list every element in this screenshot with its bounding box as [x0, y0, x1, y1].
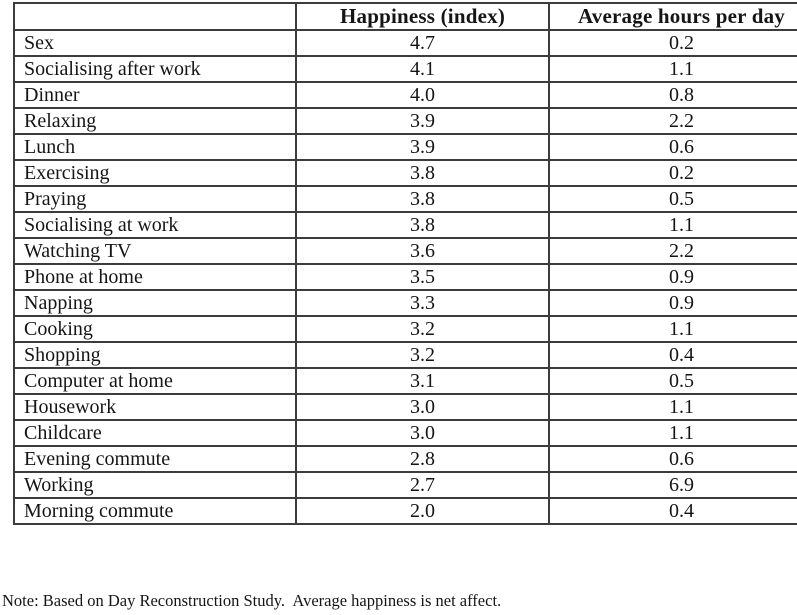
happiness-cell: 3.5	[295, 263, 550, 291]
hours-cell: 0.2	[548, 29, 797, 57]
activity-cell: Evening commute	[13, 445, 297, 473]
happiness-cell: 3.0	[295, 393, 550, 421]
hours-cell: 6.9	[548, 471, 797, 499]
table-row: Sex 4.7 0.2	[13, 29, 797, 57]
hours-cell: 0.5	[548, 367, 797, 395]
happiness-cell: 4.0	[295, 81, 550, 109]
table-row: Morning commute 2.0 0.4	[13, 497, 797, 525]
activity-cell: Socialising after work	[13, 55, 297, 83]
activities-table-container: Happiness (index) Average hours per day …	[13, 2, 797, 525]
activity-cell: Morning commute	[13, 497, 297, 525]
table-row: Dinner 4.0 0.8	[13, 81, 797, 109]
activities-happiness-table: Happiness (index) Average hours per day …	[13, 2, 797, 525]
hours-cell: 0.4	[548, 341, 797, 369]
table-row: Working 2.7 6.9	[13, 471, 797, 499]
table-row: Relaxing 3.9 2.2	[13, 107, 797, 135]
activity-cell: Sex	[13, 29, 297, 57]
happiness-cell: 4.1	[295, 55, 550, 83]
table-body: Sex 4.7 0.2 Socialising after work 4.1 1.1 Din…	[13, 29, 797, 525]
happiness-cell: 3.2	[295, 341, 550, 369]
header-row: Happiness (index) Average hours per day	[13, 2, 797, 31]
hours-cell: 1.1	[548, 315, 797, 343]
activity-cell: Cooking	[13, 315, 297, 343]
activity-cell: Phone at home	[13, 263, 297, 291]
activity-cell: Shopping	[13, 341, 297, 369]
activity-cell: Socialising at work	[13, 211, 297, 239]
happiness-cell: 3.6	[295, 237, 550, 265]
happiness-cell: 3.9	[295, 133, 550, 161]
table-row: Lunch 3.9 0.6	[13, 133, 797, 161]
table-row: Praying 3.8 0.5	[13, 185, 797, 213]
happiness-cell: 3.2	[295, 315, 550, 343]
hours-cell: 2.2	[548, 107, 797, 135]
hours-cell: 0.9	[548, 289, 797, 317]
hours-cell: 0.9	[548, 263, 797, 291]
hours-cell: 1.1	[548, 211, 797, 239]
table-row: Childcare 3.0 1.1	[13, 419, 797, 447]
hours-cell: 0.6	[548, 445, 797, 473]
activity-cell: Childcare	[13, 419, 297, 447]
happiness-cell: 3.8	[295, 211, 550, 239]
table-row: Napping 3.3 0.9	[13, 289, 797, 317]
activity-cell: Dinner	[13, 81, 297, 109]
happiness-cell: 3.9	[295, 107, 550, 135]
happiness-cell: 3.1	[295, 367, 550, 395]
hours-cell: 0.8	[548, 81, 797, 109]
activity-cell: Exercising	[13, 159, 297, 187]
table-row: Exercising 3.8 0.2	[13, 159, 797, 187]
hours-cell: 0.5	[548, 185, 797, 213]
col-header-happiness: Happiness (index)	[295, 2, 550, 31]
activity-cell: Housework	[13, 393, 297, 421]
table-row: Evening commute 2.8 0.6	[13, 445, 797, 473]
table-row: Watching TV 3.6 2.2	[13, 237, 797, 265]
hours-cell: 0.6	[548, 133, 797, 161]
hours-cell: 1.1	[548, 419, 797, 447]
table-row: Phone at home 3.5 0.9	[13, 263, 797, 291]
activity-cell: Relaxing	[13, 107, 297, 135]
hours-cell: 0.2	[548, 159, 797, 187]
table-footnote: Note: Based on Day Reconstruction Study.…	[2, 591, 502, 610]
activity-cell: Napping	[13, 289, 297, 317]
happiness-cell: 4.7	[295, 29, 550, 57]
happiness-cell: 3.8	[295, 159, 550, 187]
happiness-cell: 2.8	[295, 445, 550, 473]
activity-cell: Working	[13, 471, 297, 499]
table-row: Shopping 3.2 0.4	[13, 341, 797, 369]
hours-cell: 1.1	[548, 55, 797, 83]
col-header-hours: Average hours per day	[548, 2, 797, 31]
happiness-cell: 3.8	[295, 185, 550, 213]
col-header-activity	[13, 2, 297, 31]
table-row: Cooking 3.2 1.1	[13, 315, 797, 343]
table-row: Computer at home 3.1 0.5	[13, 367, 797, 395]
happiness-cell: 2.7	[295, 471, 550, 499]
activity-cell: Computer at home	[13, 367, 297, 395]
activity-cell: Lunch	[13, 133, 297, 161]
hours-cell: 0.4	[548, 497, 797, 525]
table-header: Happiness (index) Average hours per day	[13, 2, 797, 31]
happiness-cell: 3.0	[295, 419, 550, 447]
activity-cell: Praying	[13, 185, 297, 213]
hours-cell: 2.2	[548, 237, 797, 265]
happiness-cell: 3.3	[295, 289, 550, 317]
table-row: Socialising after work 4.1 1.1	[13, 55, 797, 83]
activity-cell: Watching TV	[13, 237, 297, 265]
happiness-cell: 2.0	[295, 497, 550, 525]
table-row: Housework 3.0 1.1	[13, 393, 797, 421]
table-row: Socialising at work 3.8 1.1	[13, 211, 797, 239]
hours-cell: 1.1	[548, 393, 797, 421]
